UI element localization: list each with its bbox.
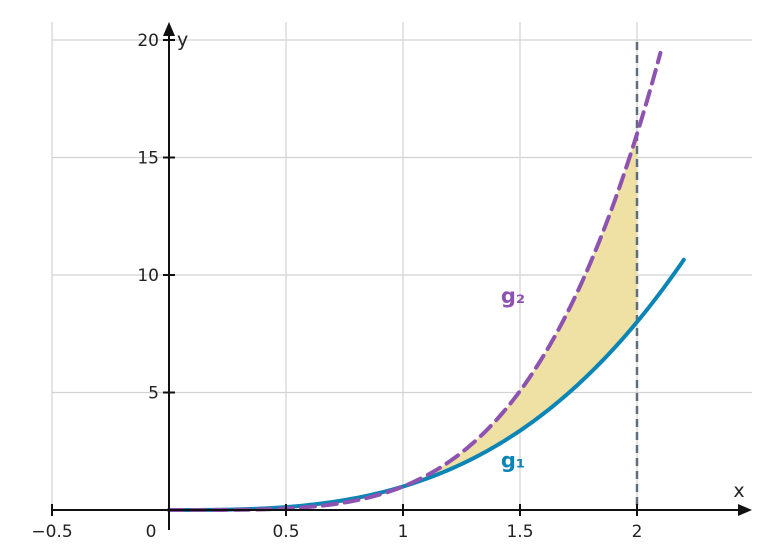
y-tick-label-2: 15 [137,149,159,169]
y-axis-label: y [177,29,188,51]
x-tick-label-0: −0.5 [31,522,72,542]
x-tick-label-5: 2 [632,522,643,542]
series-label-1: g₁ [501,449,525,473]
y-tick-label-1: 10 [137,266,159,286]
x-axis-arrow [738,504,752,516]
series-labels: g₁ g₂ [501,284,525,473]
x-tick-label-2: 0.5 [272,522,299,542]
y-axis-arrow [163,22,175,36]
series-line-1 [167,257,686,512]
shaded-region [169,134,637,510]
x-tick-label-4: 1.5 [506,522,533,542]
y-tick-label-3: 20 [137,31,159,51]
x-tick-label-3: 1 [398,522,409,542]
ticks: −0.5 0 0.5 1 1.5 2 5 10 15 20 [31,31,642,542]
series-label-2: g₂ [501,284,525,308]
x-tick-label-1: 0 [146,522,157,542]
y-tick-label-0: 5 [148,384,159,404]
x-axis-label: x [733,480,744,502]
axes [52,22,752,530]
